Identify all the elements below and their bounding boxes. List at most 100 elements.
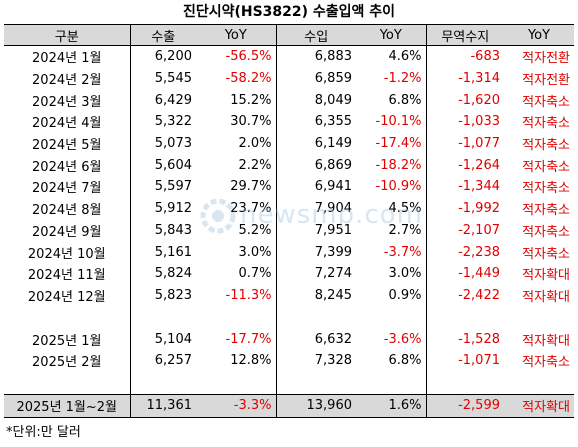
import-value: 8,245 <box>275 284 356 307</box>
import-value: 7,399 <box>275 241 356 263</box>
export-yoy: 29.7% <box>230 179 272 195</box>
export-value: 6,200 <box>129 45 196 68</box>
balance-status: 적자축소 <box>522 116 570 132</box>
export-yoy: 2.2% <box>238 157 272 173</box>
import-yoy: 0.9% <box>388 287 422 303</box>
row-label: 2024년 7월 <box>32 181 102 197</box>
balance-status: 적자확대 <box>522 289 570 305</box>
header-balance: 무역수지 <box>425 24 504 46</box>
export-value: 5,824 <box>129 262 196 285</box>
row-label: 2024년 12월 <box>27 289 106 305</box>
import-yoy: 6.8% <box>388 353 422 369</box>
import-value: 6,355 <box>275 111 356 133</box>
spacer-cell <box>129 371 196 395</box>
spacer-cell <box>4 306 130 328</box>
export-value: 5,843 <box>129 219 196 242</box>
spacer-cell <box>504 372 574 395</box>
balance-status: 적자축소 <box>522 138 570 154</box>
spacer-cell <box>425 371 504 395</box>
spacer-cell <box>275 371 356 395</box>
export-yoy: 0.7% <box>238 266 272 282</box>
table-row: 2024년 11월 5,824 0.7% 7,274 3.0% -1,449 적자확대 <box>4 262 574 285</box>
export-value: 5,912 <box>129 197 196 220</box>
export-value: 5,073 <box>129 132 196 155</box>
export-yoy: -58.2% <box>225 71 272 87</box>
header-row: 구분 수출 YoY 수입 YoY 무역수지 YoY <box>4 24 574 46</box>
balance-value: -1,314 <box>425 67 504 90</box>
import-value: 7,274 <box>275 262 356 285</box>
table-title: 진단시약(HS3822) 수출입액 추이 <box>182 4 396 20</box>
export-yoy: -17.7% <box>225 331 272 347</box>
balance-status: 적자축소 <box>522 94 570 110</box>
balance-value: -1,992 <box>425 197 504 220</box>
balance-value: -2,107 <box>425 219 504 242</box>
import-yoy: 2.7% <box>388 222 422 238</box>
table-row: 2024년 6월 5,604 2.2% 6,869 -18.2% -1,264 적자축소 <box>4 154 574 177</box>
import-value: 6,869 <box>275 154 356 177</box>
export-value: 5,322 <box>129 111 196 133</box>
balance-value: -2,238 <box>425 241 504 263</box>
table-row: 2024년 4월 5,322 30.7% 6,355 -10.1% -1,033 적자축소 <box>4 111 574 133</box>
export-yoy: 15.2% <box>230 92 272 108</box>
row-label: 2025년 1월~2월 <box>4 393 130 418</box>
table-row: 2024년 2월 5,545 -58.2% 6,859 -1.2% -1,314 적자전환 <box>4 67 574 90</box>
header-balance-yoy: YoY <box>504 24 574 46</box>
balance-value: -1,620 <box>425 89 504 112</box>
balance-status: 적자확대 <box>522 333 570 349</box>
header-import-yoy: YoY <box>356 24 426 46</box>
table-row: 2024년 8월 5,912 23.7% 7,904 4.5% -1,992 적자축소 <box>4 197 574 220</box>
export-value: 5,161 <box>129 241 196 263</box>
export-yoy: 5.2% <box>238 222 272 238</box>
import-yoy: 1.6% <box>356 393 426 418</box>
table-row: 2024년 7월 5,597 29.7% 6,941 -10.9% -1,344 적자축소 <box>4 176 574 198</box>
header-category: 구분 <box>4 24 130 46</box>
spacer-cell <box>275 306 356 329</box>
export-value: 5,604 <box>129 154 196 177</box>
balance-status: 적자확대 <box>504 393 574 418</box>
import-value: 7,904 <box>275 197 356 220</box>
balance-status: 적자확대 <box>522 268 570 284</box>
export-value: 11,361 <box>129 393 196 418</box>
table-row: 2024년 10월 5,161 3.0% 7,399 -3.7% -2,238 적자축소 <box>4 241 574 263</box>
spacer-cell <box>196 306 276 328</box>
row-label: 2025년 1월 <box>32 333 102 349</box>
row-label: 2024년 10월 <box>27 246 106 262</box>
spacer-cell <box>196 372 276 395</box>
balance-value: -2,422 <box>425 284 504 307</box>
table-row: 2025년 2월 6,257 12.8% 7,328 6.8% -1,071 적자축소 <box>4 349 574 372</box>
export-value: 5,545 <box>129 67 196 90</box>
balance-status: 적자전환 <box>522 51 570 67</box>
export-yoy: 2.0% <box>238 136 272 152</box>
spacer-cell <box>4 372 130 395</box>
export-yoy: -3.3% <box>196 393 276 418</box>
export-yoy: 12.8% <box>230 353 272 369</box>
total-row: 2025년 1월~2월 11,361 -3.3% 13,960 1.6% -2,599 적자… <box>4 393 574 418</box>
import-yoy: -3.7% <box>383 244 422 260</box>
spacer-cell <box>129 306 196 329</box>
import-yoy: -18.2% <box>375 157 422 173</box>
import-value: 6,883 <box>275 45 356 68</box>
import-yoy: 4.5% <box>388 201 422 217</box>
row-label: 2024년 3월 <box>32 94 102 110</box>
table-row: 2024년 1월 6,200 -56.5% 6,883 4.6% -683 적자전환 <box>4 45 574 68</box>
table-row: 2024년 3월 6,429 15.2% 8,049 6.8% -1,620 적자축소 <box>4 89 574 112</box>
trade-table: 구분 수출 YoY 수입 YoY 무역수지 YoY 2024년 1월 6,200 -… <box>4 24 574 418</box>
import-yoy: -10.1% <box>375 114 422 130</box>
balance-value: -1,071 <box>425 349 504 372</box>
balance-status: 적자축소 <box>522 159 570 175</box>
row-label: 2024년 5월 <box>32 138 102 154</box>
balance-status: 적자축소 <box>522 224 570 240</box>
balance-status: 적자축소 <box>522 246 570 262</box>
table-row: 2024년 12월 5,823 -11.3% 8,245 0.9% -2,422 적자확대 <box>4 284 574 307</box>
spacer-row <box>4 371 574 395</box>
import-value: 6,632 <box>275 328 356 350</box>
spacer-row <box>4 306 574 329</box>
import-value: 7,328 <box>275 349 356 372</box>
balance-status: 적자축소 <box>522 203 570 219</box>
row-label: 2024년 6월 <box>32 159 102 175</box>
table-row: 2024년 5월 5,073 2.0% 6,149 -17.4% -1,077 적자축소 <box>4 132 574 155</box>
row-label: 2024년 4월 <box>32 116 102 132</box>
row-label: 2024년 2월 <box>32 73 102 89</box>
import-value: 13,960 <box>275 393 356 418</box>
import-yoy: -3.6% <box>383 331 422 347</box>
